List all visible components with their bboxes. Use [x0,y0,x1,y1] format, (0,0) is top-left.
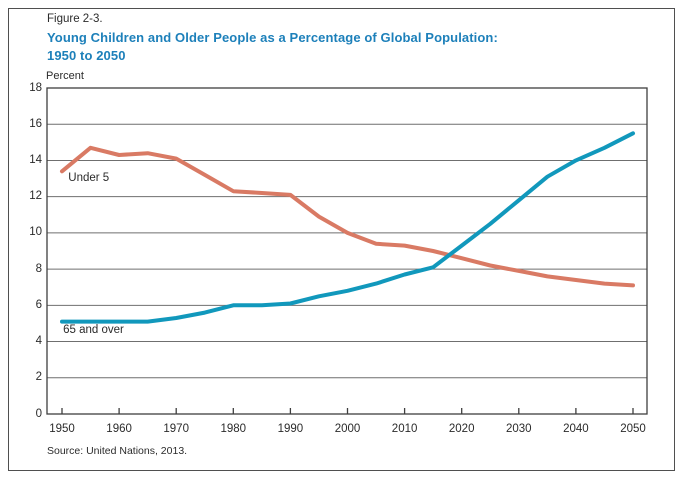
y-tick-label-0: 0 [35,407,42,420]
series-line-65-and-over [60,131,635,324]
x-tick-label-1990: 1990 [277,423,304,435]
y-tick-label-4: 4 [35,335,42,348]
figure-border [8,8,675,471]
series-label-under-5: Under 5 [68,171,110,184]
x-tick-label-2000: 2000 [334,423,361,435]
figure-title-line1: Young Children and Older People as a Per… [47,30,498,45]
y-tick-label-18: 18 [29,81,42,94]
x-tick-label-2040: 2040 [563,423,589,435]
figure-title-line2: 1950 to 2050 [47,47,126,63]
series-label-65-and-over: 65 and over [63,324,124,337]
x-tick-label-2050: 2050 [620,423,646,435]
y-axis-unit-label: Percent [46,70,84,82]
figure-label: Figure 2-3. [47,13,103,25]
y-tick-label-6: 6 [35,298,42,311]
y-tick-label-8: 8 [35,262,42,275]
y-tick-label-14: 14 [29,153,42,166]
y-tick-label-16: 16 [29,117,42,130]
x-tick-label-1970: 1970 [163,423,189,435]
x-tick-label-2030: 2030 [506,423,532,435]
x-tick-label-1950: 1950 [49,423,75,435]
figure-title: Young Children and Older People as a Per… [47,29,498,64]
y-tick-label-2: 2 [35,371,42,384]
y-tick-label-12: 12 [29,190,42,203]
plot-frame [46,87,648,415]
x-tick-label-2020: 2020 [448,423,475,435]
y-tick-label-10: 10 [29,226,42,239]
x-tick-label-2010: 2010 [391,423,418,435]
x-tick-label-1960: 1960 [106,423,132,435]
source-note: Source: United Nations, 2013. [47,445,188,457]
x-tick-label-1980: 1980 [220,423,247,435]
series-line-under-5 [60,145,635,288]
